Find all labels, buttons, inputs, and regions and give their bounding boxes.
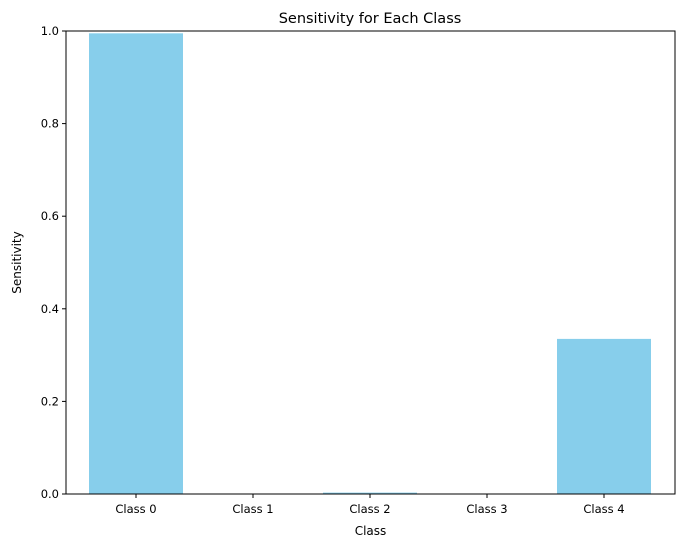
x-tick-label: Class 1	[232, 502, 273, 516]
x-tick-label: Class 0	[115, 502, 156, 516]
bars-group	[89, 33, 651, 494]
x-tick-label: Class 3	[466, 502, 507, 516]
y-tick-label: 0.6	[41, 209, 59, 223]
y-tick-label: 0.8	[41, 117, 59, 131]
x-tick-label: Class 4	[583, 502, 624, 516]
bar-class-0	[89, 33, 183, 494]
y-tick-label: 1.0	[41, 24, 59, 38]
x-axis: Class 0 Class 1 Class 2 Class 3 Class 4	[115, 494, 625, 516]
y-axis-label: Sensitivity	[10, 231, 24, 293]
y-tick-label: 0.2	[41, 394, 59, 408]
x-axis-label: Class	[355, 524, 387, 538]
plot-frame	[65, 30, 676, 495]
bar-class-2	[323, 492, 417, 494]
chart-title: Sensitivity for Each Class	[279, 11, 462, 27]
y-tick-label: 0.0	[41, 487, 59, 501]
x-tick-label: Class 2	[349, 502, 390, 516]
bar-class-4	[557, 338, 651, 494]
y-axis: 0.0 0.2 0.4 0.6 0.8 1.0	[41, 24, 66, 501]
y-tick-label: 0.4	[41, 302, 59, 316]
